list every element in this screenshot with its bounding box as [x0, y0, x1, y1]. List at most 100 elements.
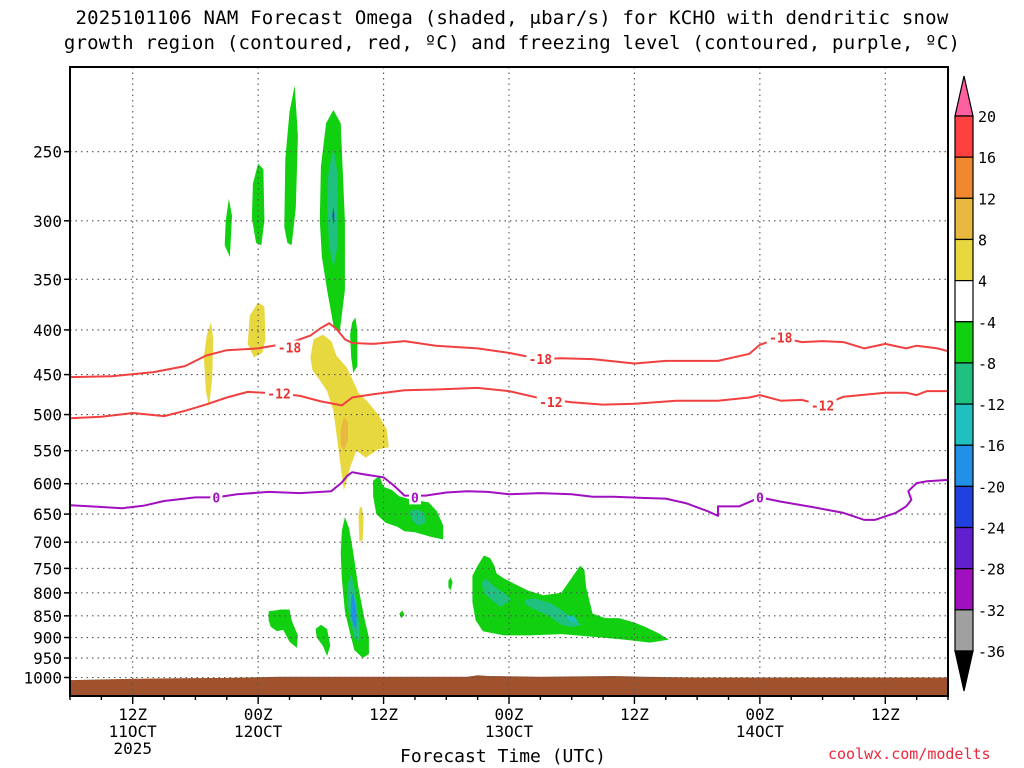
omega-region [409, 509, 426, 526]
omega-region [284, 85, 298, 246]
y-tick-label: 600 [33, 475, 62, 494]
y-tick-label: 950 [33, 649, 62, 668]
x-tick-label: 00Z [244, 705, 273, 724]
x-tick-label: 12OCT [234, 722, 283, 741]
contour-label-bg [265, 386, 294, 401]
omega-region [358, 506, 364, 543]
y-axis: 250 300 350 400 450 500 550 600 650 700 750 800 850 9… [23, 143, 70, 687]
omega-region [350, 317, 358, 373]
chart-title: 2025101106 NAM Forecast Omega (shaded, μ… [0, 6, 1024, 56]
contour-label: -18 [769, 331, 793, 346]
y-tick-label: 450 [33, 366, 62, 385]
contour-label-bg [766, 330, 795, 345]
colorbar: 20 16 12 8 4 -4 -8 -12 -16 -20 -24 -28 -32 -36 [954, 75, 1005, 692]
colorbar-label: 20 [978, 108, 996, 126]
omega-region [373, 476, 444, 540]
contour-label-bg [526, 352, 555, 367]
colorbar-swatch [954, 485, 974, 529]
contour-label: -12 [267, 388, 290, 403]
x-tick-label: 00Z [745, 705, 774, 724]
omega-region [340, 517, 369, 658]
omega-region [448, 577, 453, 591]
colorbar-label: -32 [978, 602, 1005, 620]
y-tick-label: 350 [33, 270, 62, 289]
y-tick-label: 550 [33, 442, 62, 461]
x-tick-label: 14OCT [736, 722, 785, 741]
y-tick-label: 800 [33, 584, 62, 603]
colorbar-swatch [954, 444, 974, 487]
contour-label-bg [210, 490, 223, 505]
contour-label: 0 [756, 491, 764, 506]
contour-label: -12 [539, 396, 562, 411]
colorbar-swatch [954, 156, 974, 199]
contour-label: -18 [278, 342, 302, 357]
y-tick-label: 850 [33, 607, 62, 626]
colorbar-top-arrow [954, 75, 974, 117]
x-tick-label: 12Z [118, 705, 147, 724]
omega-region [481, 578, 512, 607]
contour-label: 0 [212, 491, 220, 506]
contour-label-bg [536, 395, 565, 410]
y-tick-label: 1000 [23, 668, 62, 687]
omega-region [224, 198, 232, 257]
colorbar-swatch [954, 321, 974, 364]
x-tick-label: 12Z [620, 705, 649, 724]
colorbar-swatch [954, 238, 974, 282]
y-tick-label: 500 [33, 406, 62, 425]
omega-region [524, 598, 583, 628]
y-tick-label: 250 [33, 143, 62, 162]
contour-line-0C [70, 471, 948, 521]
colorbar-label: -4 [978, 314, 996, 332]
colorbar-label: 12 [978, 190, 996, 208]
omega-region [247, 302, 266, 358]
y-tick-label: 300 [33, 212, 62, 231]
omega-region [315, 624, 331, 656]
colorbar-label: 4 [978, 273, 987, 291]
gridlines [70, 67, 948, 696]
colorbar-label: -36 [978, 643, 1005, 661]
x-tick-label: 2025 [113, 739, 152, 758]
omega-region [472, 555, 669, 643]
colorbar-label: 16 [978, 149, 996, 167]
omega-region [203, 322, 214, 407]
colorbar-swatch [954, 197, 974, 241]
omega-region [340, 416, 348, 451]
contour-label-bg [408, 490, 421, 505]
contour-label: 0 [411, 491, 419, 506]
colorbar-label: -12 [978, 396, 1005, 414]
omega-region [251, 163, 265, 246]
colorbar-label: -16 [978, 437, 1005, 455]
colorbar-label: -24 [978, 520, 1005, 538]
x-tick-label: 12Z [871, 705, 900, 724]
colorbar-swatch [954, 362, 974, 405]
colorbar-swatch [954, 609, 974, 652]
colorbar-swatch [954, 526, 974, 570]
colorbar-bottom-arrow [954, 650, 974, 692]
contour-label-bg [753, 490, 766, 505]
omega-region [310, 334, 389, 490]
contour-lines [70, 322, 948, 521]
y-tick-label: 700 [33, 533, 62, 552]
y-tick-label: 750 [33, 559, 62, 578]
omega-region [351, 592, 357, 629]
x-tick-label: 11OCT [109, 722, 158, 741]
omega-region [332, 206, 335, 225]
contour-labels: -18 -18 -18 -12 -12 -12 0 0 0 [210, 330, 837, 506]
colorbar-swatch [954, 403, 974, 446]
terrain-surface [70, 675, 948, 696]
omega-region [327, 148, 338, 269]
x-axis-title: Forecast Time (UTC) [400, 746, 606, 767]
contour-label: -18 [529, 353, 553, 368]
contour-label: -12 [811, 399, 834, 414]
colorbar-label: -8 [978, 355, 996, 373]
y-tick-label: 900 [33, 629, 62, 648]
y-tick-label: 650 [33, 505, 62, 524]
colorbar-swatch [954, 568, 974, 611]
colorbar-label: -28 [978, 561, 1005, 579]
contour-label-bg [275, 340, 304, 355]
x-tick-label: 13OCT [485, 722, 534, 741]
x-tick-label: 12Z [369, 705, 398, 724]
chart-title-line-2: growth region (contoured, red, ºC) and f… [63, 32, 961, 54]
